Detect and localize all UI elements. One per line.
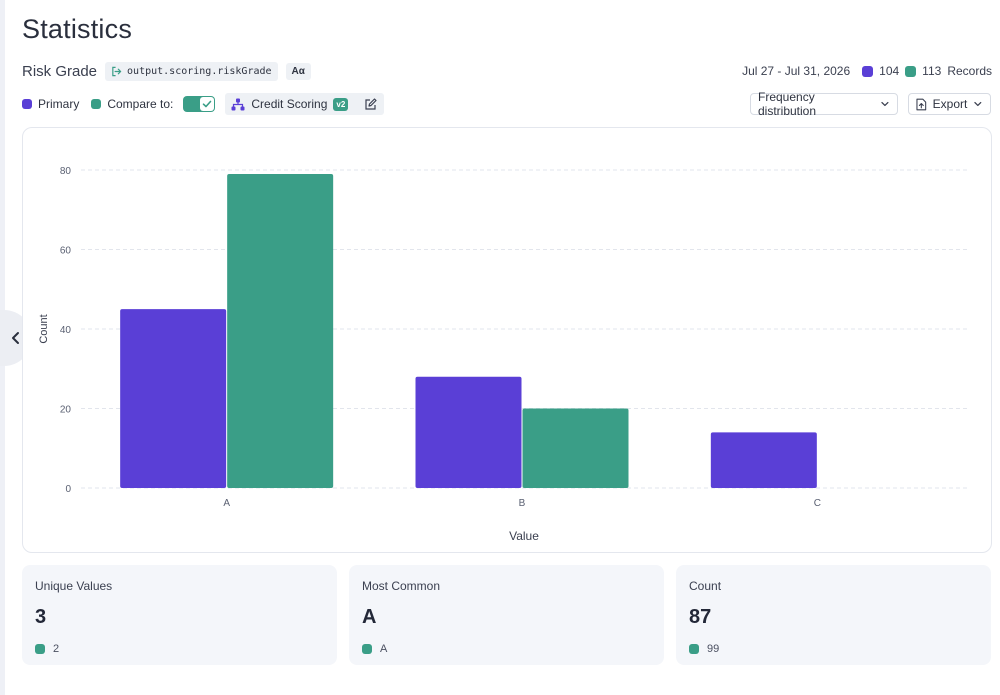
x-tick-label: A: [223, 498, 230, 509]
field-header: Risk Grade output.scoring.riskGrade Aα: [22, 60, 311, 82]
stat-value: 3: [35, 606, 47, 628]
field-path-chip[interactable]: output.scoring.riskGrade: [105, 61, 278, 81]
compare-toggle[interactable]: [183, 96, 216, 112]
date-range: Jul 27 - Jul 31, 2026: [742, 64, 851, 78]
chevron-down-icon: [974, 101, 982, 107]
records-label: Records: [947, 64, 992, 78]
export-label: Export: [932, 97, 968, 111]
bar-compare-b: [522, 408, 629, 488]
y-tick-label: 80: [60, 166, 72, 177]
compare-swatch: [689, 644, 699, 654]
y-tick-label: 0: [65, 484, 71, 495]
primary-swatch: [862, 65, 874, 77]
field-type-chip: Aα: [285, 62, 311, 80]
stat-card-count: Count 87 99: [676, 565, 991, 665]
view-select-value: Frequency distribution: [758, 90, 817, 118]
stat-compare-value: 2: [53, 643, 60, 655]
chevron-left-icon: [12, 332, 19, 344]
stat-compare: 2: [35, 643, 324, 655]
y-tick-label: 40: [60, 325, 72, 336]
stat-compare-value: 99: [707, 643, 720, 655]
arrow-right-from-bracket-icon: [112, 66, 122, 76]
frequency-chart: 0 20 40 60 80 A B C Value Count: [38, 166, 967, 543]
stat-compare: A: [362, 643, 651, 655]
edit-compare-button[interactable]: [362, 96, 378, 112]
compare-swatch: [362, 644, 372, 654]
bar-compare-a: [227, 173, 334, 488]
records-summary: Jul 27 - Jul 31, 2026 104 113 Records: [742, 62, 992, 80]
compare-legend-label: Compare to:: [107, 97, 174, 111]
compare-legend-swatch: [91, 99, 102, 109]
compare-swatch: [905, 65, 917, 77]
model-version-badge: v2: [333, 97, 349, 111]
stat-compare: 99: [689, 643, 978, 655]
stat-label: Unique Values: [35, 579, 113, 593]
y-tick-label: 60: [60, 246, 72, 257]
field-name: Risk Grade: [22, 62, 98, 80]
check-icon: [203, 100, 212, 108]
chart-card: 0 20 40 60 80 A B C Value Count: [22, 127, 992, 553]
compare-model-chip[interactable]: Credit Scoring v2: [225, 93, 385, 115]
compare-swatch: [35, 644, 45, 654]
bar-primary-b: [415, 376, 522, 488]
export-button[interactable]: Export: [908, 93, 991, 115]
edit-icon: [365, 97, 377, 110]
page-title: Statistics: [22, 14, 133, 44]
legend-row: Primary Compare to: Credit Scoring v2: [22, 93, 385, 115]
hierarchy-icon: [231, 98, 245, 110]
primary-records: 104: [879, 64, 900, 78]
field-path: output.scoring.riskGrade: [127, 65, 272, 77]
stat-compare-value: A: [380, 643, 388, 655]
y-tick-label: 20: [60, 405, 72, 416]
x-tick-label: C: [814, 498, 821, 509]
chevron-down-icon: [881, 101, 889, 107]
bar-primary-a: [120, 309, 227, 488]
bar-primary-c: [710, 432, 817, 488]
compare-records: 113: [922, 64, 942, 78]
primary-legend-label: Primary: [38, 97, 80, 111]
stat-value: 87: [689, 606, 712, 628]
x-axis-label: Value: [509, 529, 539, 543]
view-select[interactable]: Frequency distribution: [750, 90, 898, 118]
primary-legend-swatch: [22, 99, 32, 109]
stat-value: A: [362, 606, 377, 628]
stat-card-unique-values: Unique Values 3 2: [22, 565, 337, 665]
file-export-icon: [916, 98, 927, 110]
stat-label: Most Common: [362, 579, 441, 593]
stat-label: Count: [689, 579, 722, 593]
x-tick-label: B: [519, 498, 526, 509]
y-axis-label: Count: [38, 314, 50, 343]
toggle-knob: [200, 97, 215, 111]
compare-model-name: Credit Scoring: [251, 97, 328, 111]
stat-card-most-common: Most Common A A: [349, 565, 664, 665]
